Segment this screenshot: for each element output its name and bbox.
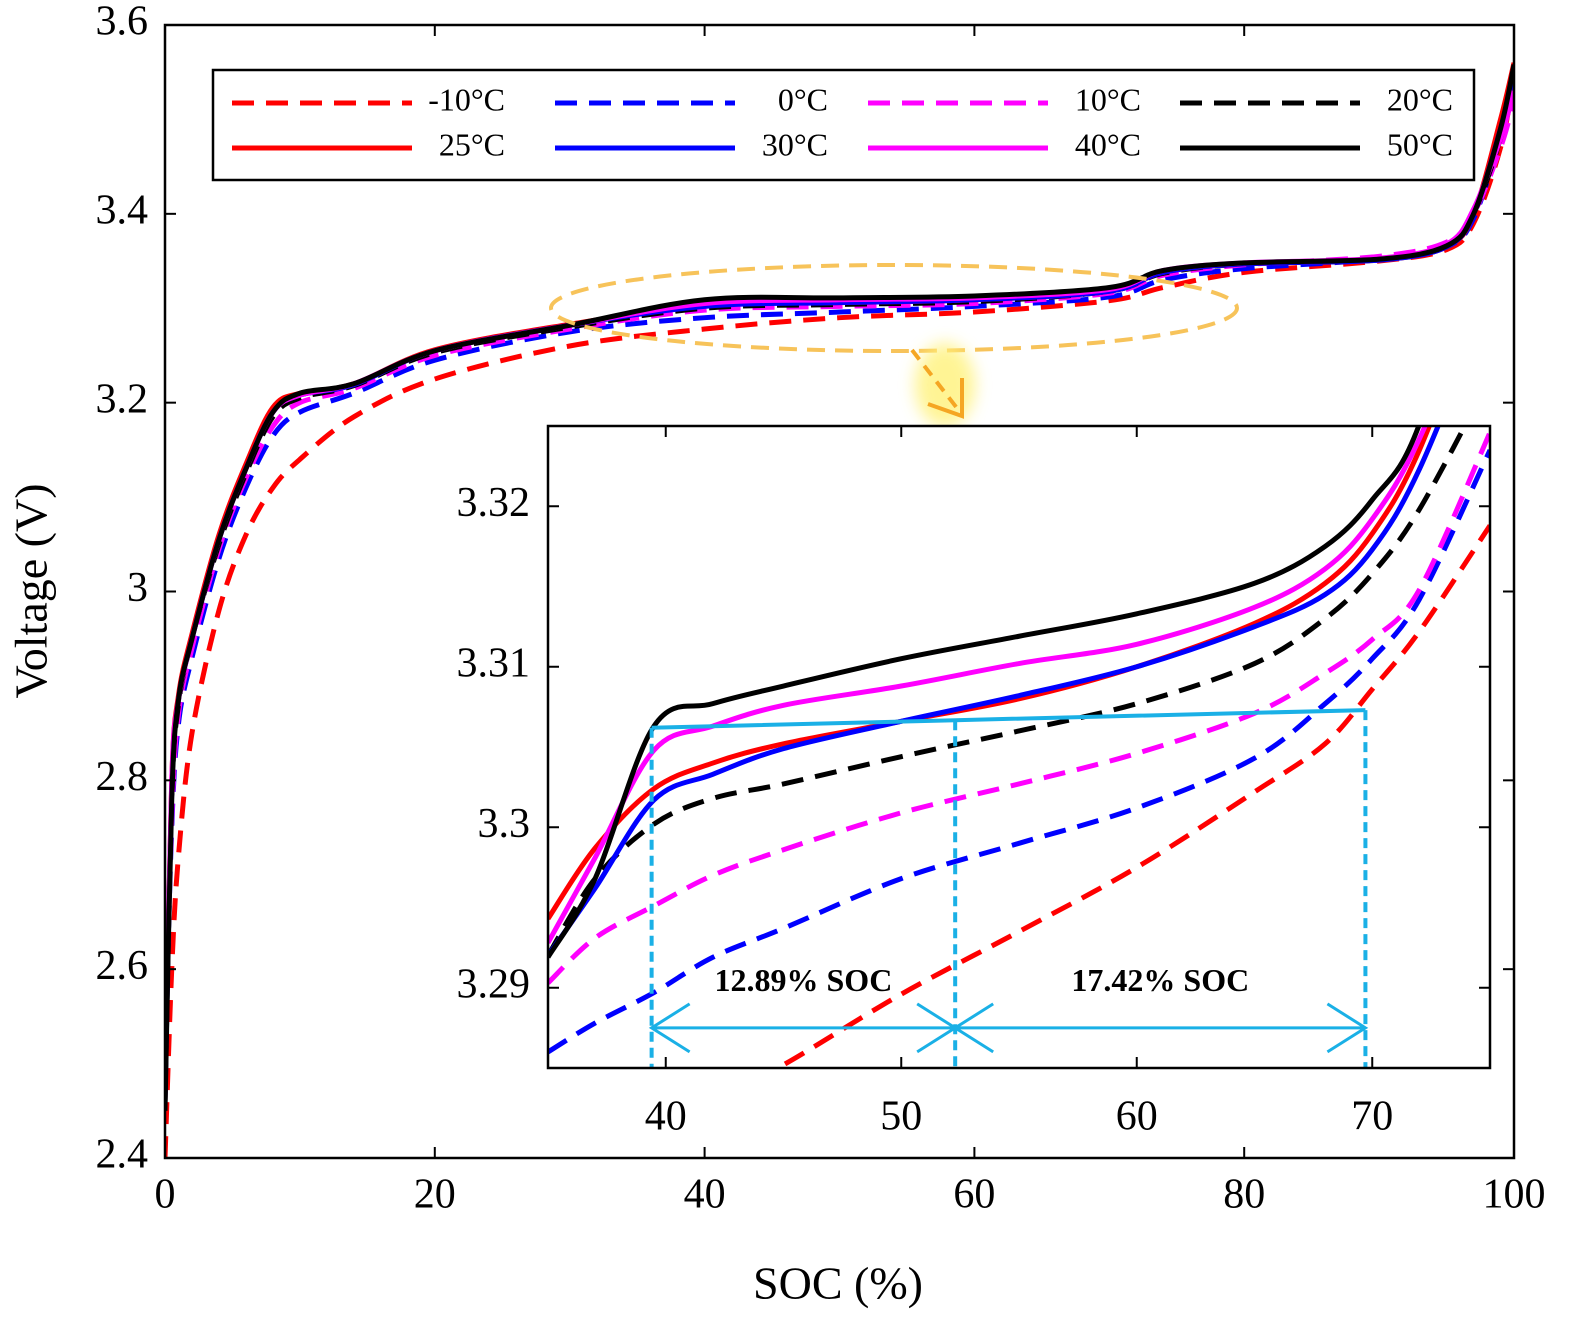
span-label: 17.42% SOC: [1071, 962, 1249, 998]
legend-label: 25°C: [439, 126, 505, 162]
legend-label: 10°C: [1075, 81, 1141, 117]
legend-box: [211, 68, 1476, 182]
legend-label: 20°C: [1387, 81, 1453, 117]
series-line: [548, 431, 1490, 985]
x-tick-label: 60: [953, 1172, 995, 1218]
zoom-arrow-head: [927, 378, 964, 419]
legend: -10°C 0°C 10°C 20°C 25°C 30°C 40°C 50°C: [211, 68, 1476, 182]
series-line: [165, 64, 1514, 1111]
span-arrow: [952, 1002, 1369, 1054]
legend-label: -10°C: [428, 81, 505, 117]
y-tick-label: 2.6: [96, 943, 149, 989]
x-tick-label: 70: [1351, 1094, 1393, 1140]
y-tick-label: 2.4: [96, 1132, 149, 1178]
series-line: [548, 426, 1441, 958]
reference-line: [651, 708, 1366, 730]
plot-area: [548, 426, 1490, 1068]
series-line: [548, 426, 1428, 945]
glow: [915, 343, 975, 427]
y-tick-label: 3.32: [457, 480, 531, 526]
y-tick-label: 3.6: [96, 0, 149, 45]
plot-area: [165, 62, 1514, 1158]
series-line: [548, 449, 1490, 1055]
y-tick-label: 2.8: [96, 754, 149, 800]
y-axis-label: Voltage (V): [6, 483, 57, 698]
x-tick-label: 100: [1483, 1172, 1546, 1218]
inset-plot: 12.89% SOC 17.42% SOC 40 50 60 70 3.29 3.3 3.31 3…: [457, 424, 1492, 1140]
legend-label: 40°C: [1075, 126, 1141, 162]
y-tick-label: 3.3: [478, 801, 531, 847]
x-tick-label: 80: [1223, 1172, 1265, 1218]
main-plot: 0 20 40 60 80 100 2.4 2.6 2.8 3 3.2 3.4 3.6: [96, 0, 1546, 1218]
span-label: 12.89% SOC: [715, 962, 893, 998]
x-tick-label: 40: [645, 1094, 687, 1140]
series-line: [548, 426, 1468, 957]
legend-label: 30°C: [762, 126, 828, 162]
axes-frame: [546, 424, 1492, 1070]
y-tick-label: 3.29: [457, 961, 531, 1007]
x-tick-label: 40: [684, 1172, 726, 1218]
legend-label: 50°C: [1387, 126, 1453, 162]
y-tick-label: 3: [127, 565, 148, 611]
x-tick-label: 20: [414, 1172, 456, 1218]
x-axis-label: SOC (%): [753, 1258, 923, 1309]
x-tick-label: 0: [155, 1172, 176, 1218]
series-line: [772, 524, 1490, 1068]
zoom-arrow: [910, 348, 962, 414]
x-tick-label: 60: [1116, 1094, 1158, 1140]
legend-label: 0°C: [778, 81, 828, 117]
x-tick-label: 50: [880, 1094, 922, 1140]
y-tick-label: 3.2: [96, 376, 149, 422]
inset-background: [548, 426, 1490, 1068]
series-line: [548, 426, 1433, 921]
zoom-ellipse: [549, 263, 1239, 353]
y-tick-label: 3.4: [96, 187, 149, 233]
y-tick-label: 3.31: [457, 640, 531, 686]
